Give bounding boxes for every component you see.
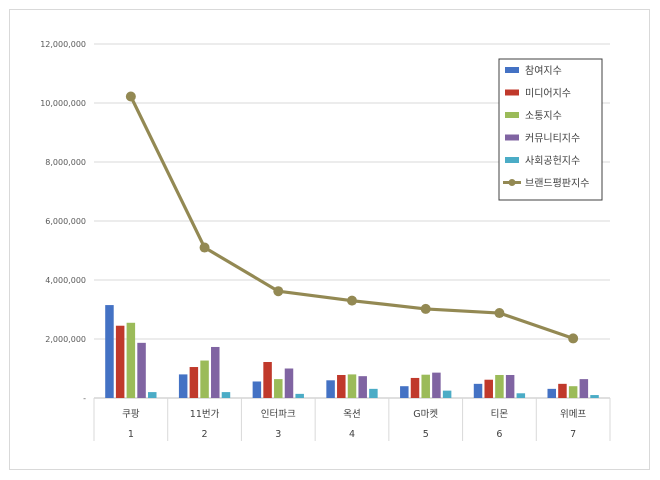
bar [284, 368, 294, 398]
bar [115, 325, 125, 398]
y-tick-label: 4,000,000 [45, 276, 86, 285]
line-point [125, 91, 136, 102]
bar [189, 367, 199, 398]
legend-label: 미디어지수 [525, 88, 571, 100]
bar [274, 379, 283, 398]
line-point [199, 242, 210, 253]
x-rank-label: 5 [423, 429, 429, 440]
line-point [494, 308, 505, 319]
x-tick-label: 티몬 [491, 409, 509, 420]
bar [126, 322, 136, 398]
bar [410, 377, 420, 398]
bar [400, 386, 409, 398]
y-tick-label: 2,000,000 [45, 335, 86, 344]
x-tick-label: 11번가 [190, 409, 220, 420]
bar [347, 374, 357, 398]
legend-label: 소통지수 [525, 110, 562, 122]
bar [148, 392, 157, 398]
legend-label: 커뮤니티지수 [525, 133, 580, 145]
bar [442, 390, 452, 398]
line-point [347, 295, 357, 306]
x-rank-label: 2 [202, 429, 208, 440]
bar [252, 381, 262, 398]
bar [484, 379, 493, 398]
bar [579, 379, 589, 398]
bar [369, 388, 378, 398]
bar [568, 386, 578, 398]
bar [200, 360, 209, 398]
line-point [568, 333, 579, 344]
y-tick-label: 10,000,000 [40, 99, 86, 108]
bar [505, 374, 515, 398]
bar [295, 393, 304, 398]
legend-marker [508, 179, 516, 186]
legend-label: 브랜드평판지수 [525, 178, 589, 190]
line-point [273, 286, 284, 297]
line-point [420, 303, 431, 314]
bar [263, 362, 272, 398]
bar [358, 376, 367, 398]
x-rank-label: 6 [496, 429, 502, 440]
bar [326, 380, 335, 398]
x-tick-label: 인터파크 [261, 409, 296, 420]
bar [337, 374, 346, 398]
x-rank-label: 1 [128, 429, 134, 440]
bar [590, 395, 599, 398]
legend-swatch [505, 134, 519, 141]
bar [211, 346, 220, 398]
y-tick-label: 6,000,000 [45, 217, 86, 226]
bar [178, 374, 188, 398]
x-rank-label: 7 [570, 429, 576, 440]
bar [495, 374, 504, 398]
bar [432, 372, 441, 398]
bar [421, 374, 430, 398]
bar [105, 305, 114, 398]
bar [137, 342, 146, 398]
y-tick-label: 12,000,000 [40, 40, 86, 49]
x-rank-label: 3 [275, 429, 281, 440]
x-tick-label: 옥션 [343, 409, 360, 420]
legend-swatch [505, 157, 519, 163]
bar [547, 388, 556, 398]
legend-swatch [505, 89, 519, 96]
bar [473, 383, 483, 398]
y-tick-label: - [83, 394, 86, 403]
x-tick-label: 쿠팡 [122, 409, 140, 420]
x-rank-label: 4 [349, 429, 355, 440]
y-tick-label: 8,000,000 [45, 158, 86, 167]
bar [516, 393, 526, 398]
legend-label: 참여지수 [525, 65, 562, 77]
x-tick-label: G마켓 [413, 409, 438, 420]
bar [558, 383, 567, 398]
legend-swatch [505, 112, 519, 118]
legend-swatch [505, 67, 519, 73]
bar [221, 392, 231, 398]
x-tick-label: 위메프 [560, 408, 586, 420]
legend-label: 사회공헌지수 [525, 155, 580, 167]
legend-box [498, 58, 603, 201]
